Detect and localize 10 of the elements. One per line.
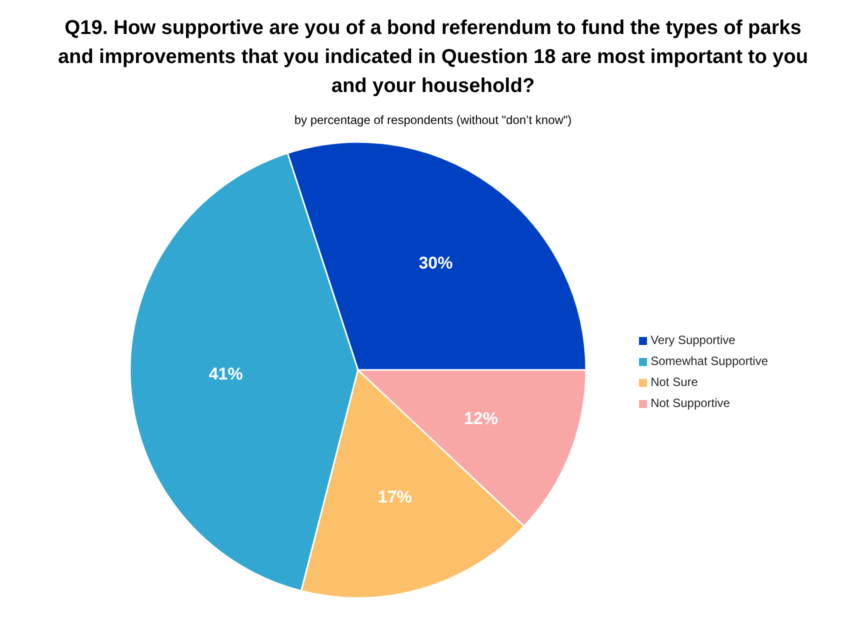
chart-title: Q19. How supportive are you of a bond referendum to fund the types of parks and improvements that you indicated in Question 18 are most important to you and your household?: [56, 16, 810, 99]
data-label: 17%: [378, 487, 412, 506]
legend-label: Not Supportive: [650, 395, 730, 412]
data-label: 30%: [418, 254, 453, 273]
data-label: 41%: [208, 364, 243, 384]
chart-subtitle: by percentage of respondents (without "don’t know"): [293, 113, 573, 127]
legend-label: Somewhat Supportive: [650, 353, 768, 370]
data-label: 12%: [464, 409, 498, 428]
legend-label: Not Sure: [650, 374, 698, 391]
legend-label: Very Supportive: [650, 332, 736, 349]
